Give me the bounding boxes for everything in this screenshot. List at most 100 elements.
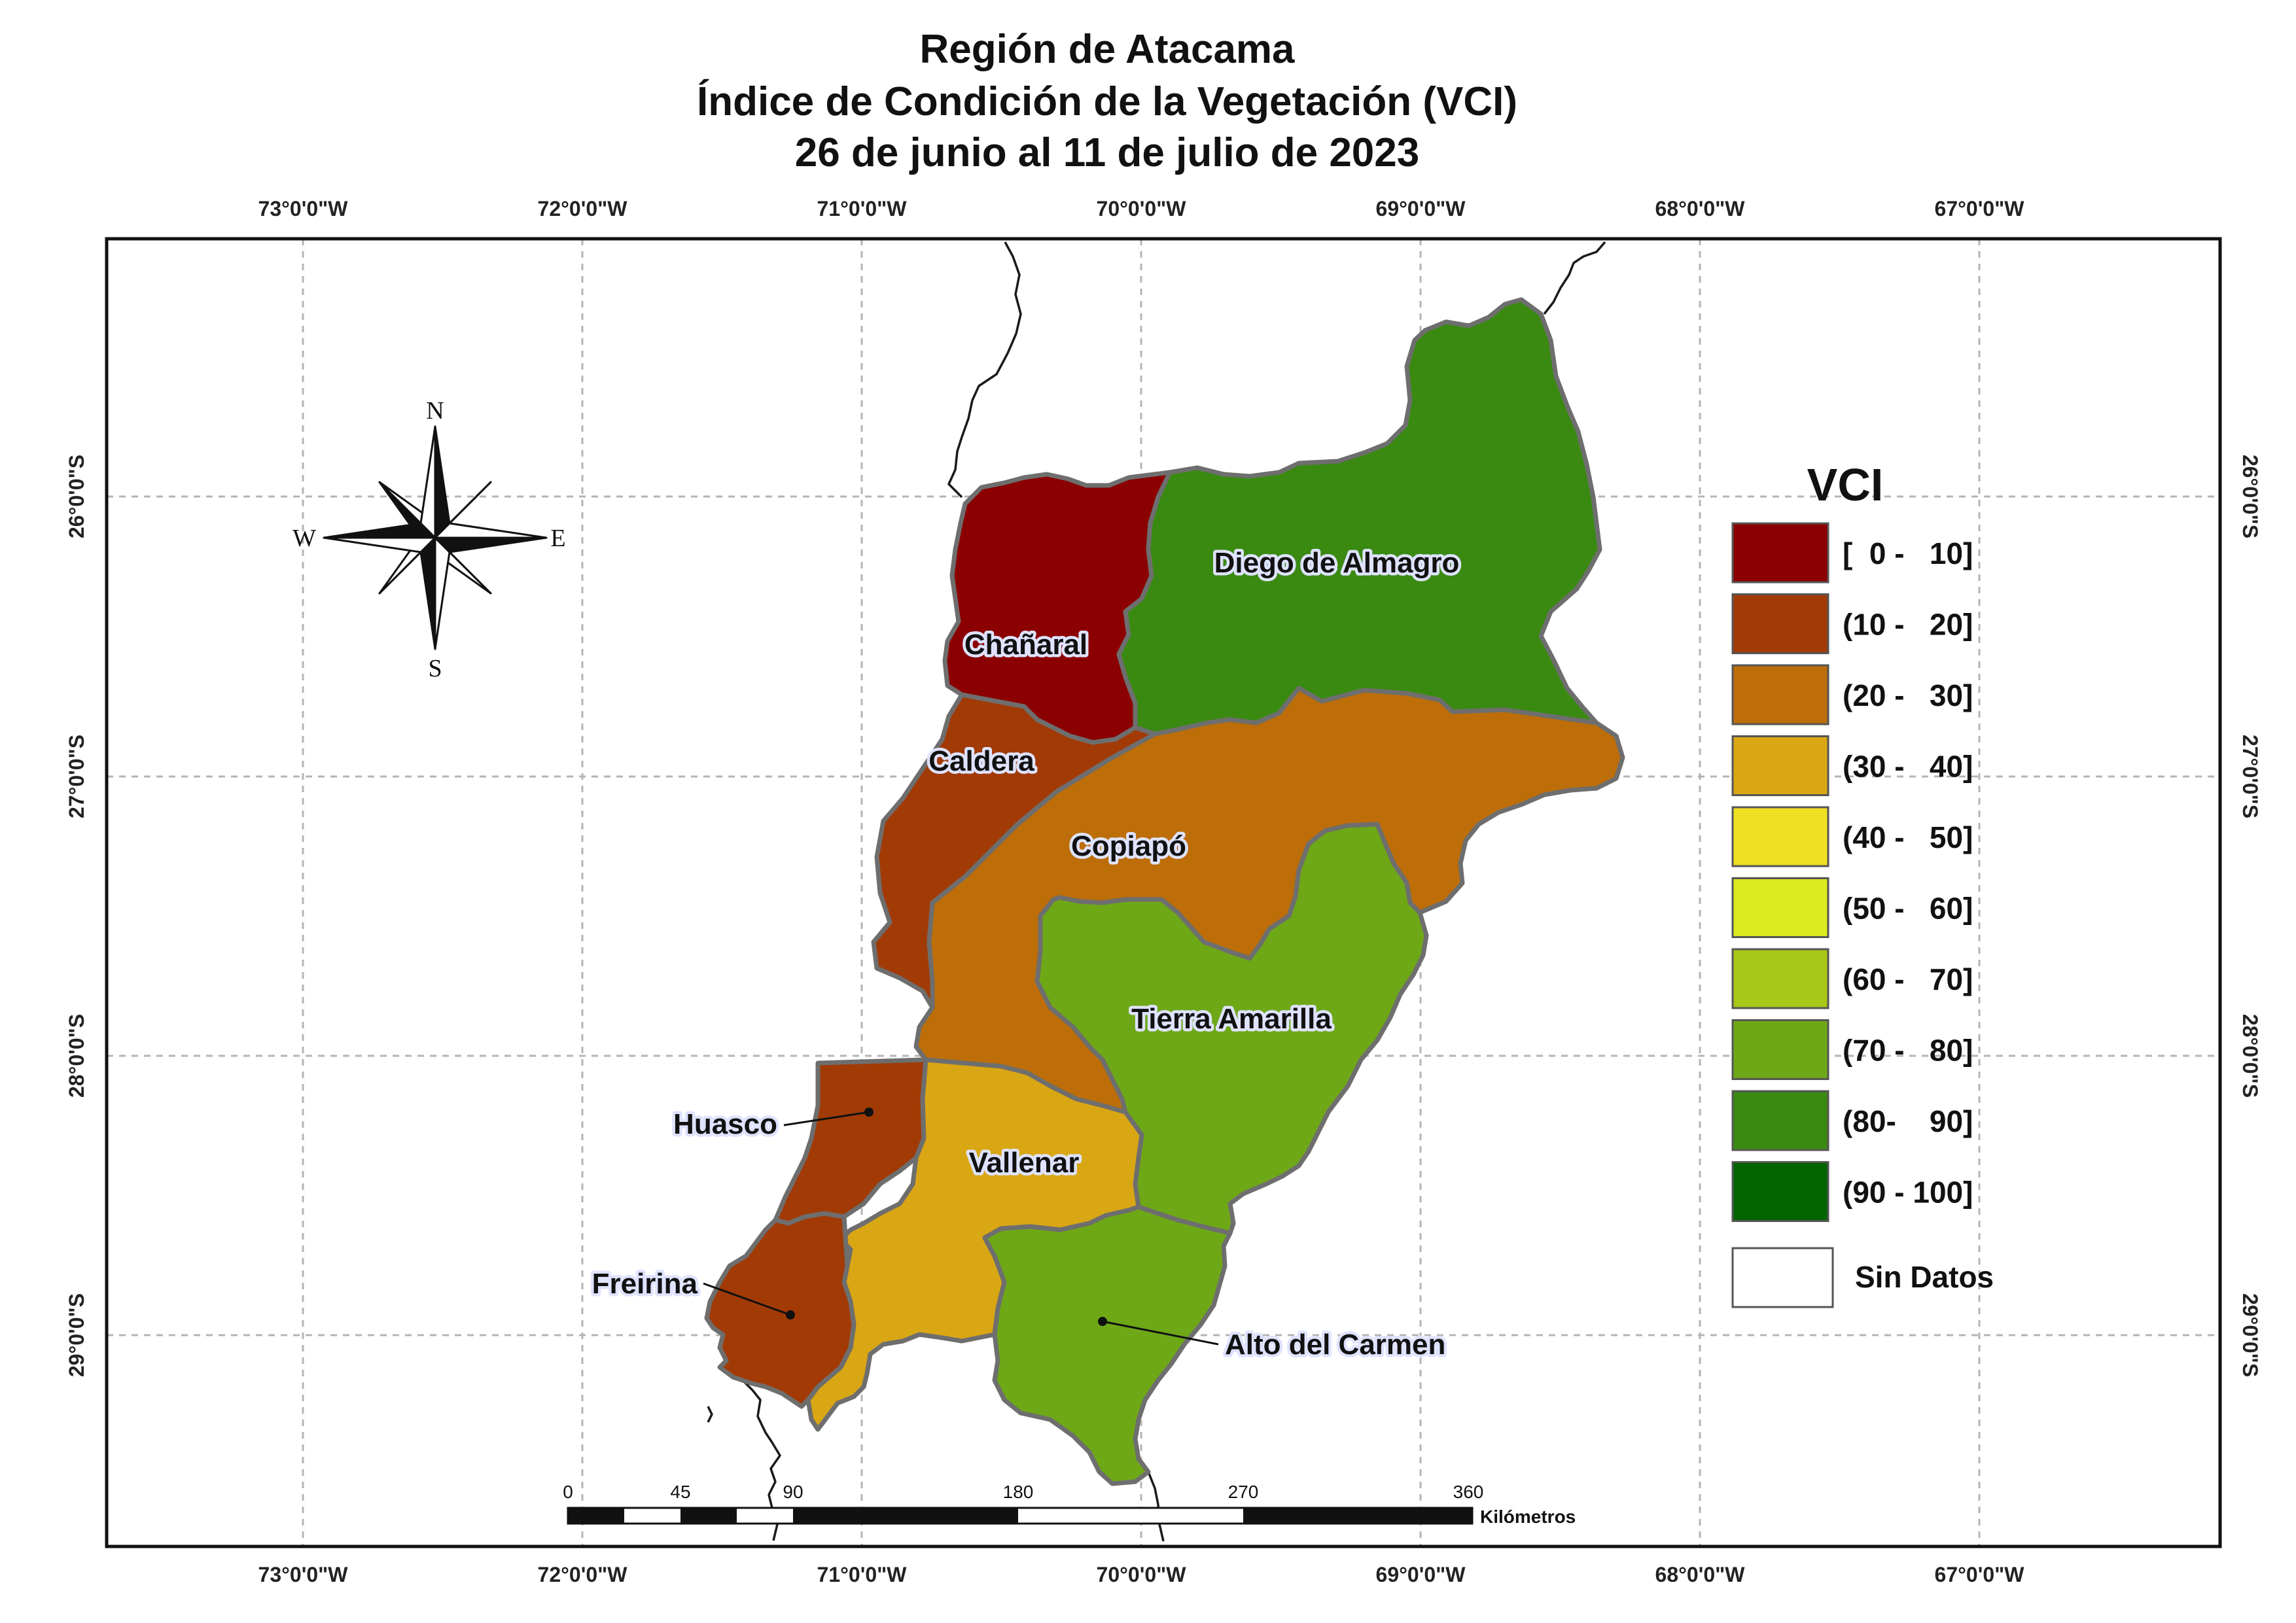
scale-tick-45: 45 [670, 1482, 690, 1502]
legend-label: (50 - 60] [1843, 892, 1973, 926]
legend-swatch [1731, 1090, 1829, 1151]
commune-alto-del-carmen[interactable] [982, 1204, 1233, 1486]
scale-tick-180: 180 [1003, 1482, 1034, 1502]
legend-label: (10 - 20] [1843, 608, 1973, 642]
lat-label-right-26s: 26°0'0"S [2238, 455, 2262, 538]
scale-bar-segment-1 [568, 1508, 624, 1524]
lon-label-top-68w: 68°0'0"W [1655, 197, 1746, 220]
title-line-2: Índice de Condición de la Vegetación (VC… [697, 79, 1517, 124]
scale-unit-label: Kilómetros [1480, 1507, 1576, 1527]
legend-label: (30 - 40] [1843, 750, 1973, 784]
label-diego-de-almagro: Diego de Almagro [1214, 547, 1460, 579]
context-boundaries [707, 241, 1606, 1542]
lon-label-bottom-68w: 68°0'0"W [1655, 1563, 1746, 1586]
legend-label: (40 - 50] [1843, 820, 1973, 854]
latitude-labels-left: 26°0'0"S 27°0'0"S 28°0'0"S 29°0'0"S [65, 455, 88, 1377]
lat-label-right-28s: 28°0'0"S [2238, 1014, 2262, 1098]
compass-label-south: S [428, 655, 442, 682]
leader-line-alto-del-carmen [1102, 1320, 1219, 1346]
lon-label-bottom-69w: 69°0'0"W [1376, 1563, 1466, 1586]
label-alto-del-carmen: Alto del Carmen [1225, 1329, 1445, 1361]
lon-label-bottom-71w: 71°0'0"W [817, 1563, 908, 1586]
legend-swatch [1731, 1161, 1829, 1222]
label-copiapo: Copiapó [1071, 830, 1186, 862]
legend-swatch [1731, 948, 1829, 1009]
lat-label-right-29s: 29°0'0"S [2238, 1293, 2262, 1377]
legend-label: (60 - 70] [1843, 962, 1973, 996]
title-line-1: Región de Atacama [919, 27, 1295, 72]
scale-bar-segment-5 [793, 1508, 1018, 1524]
legend-label: (90 - 100] [1843, 1176, 1973, 1210]
scale-tick-90: 90 [783, 1482, 803, 1502]
label-tierra-amarilla: Tierra Amarilla [1131, 1003, 1332, 1035]
legend-title: VCI [1807, 459, 1884, 510]
lon-label-top-71w: 71°0'0"W [817, 197, 908, 220]
map-frame [105, 237, 2222, 1548]
coastline-islet [707, 1406, 713, 1423]
communes [704, 297, 1625, 1486]
leader-line-huasco [783, 1111, 870, 1126]
legend-swatch [1731, 593, 1829, 654]
lat-label-right-27s: 27°0'0"S [2238, 735, 2262, 818]
legend-swatch [1731, 1019, 1829, 1080]
commune-diego-de-almagro[interactable] [1116, 297, 1602, 737]
point-freirina [786, 1310, 795, 1319]
legend-swatch [1731, 735, 1829, 796]
longitude-labels-top: 73°0'0"W 72°0'0"W 71°0'0"W 70°0'0"W 69°0… [258, 197, 2025, 220]
scale-bar: 0 45 90 180 270 360 Kilómetros [563, 1482, 1576, 1527]
compass-label-east: E [550, 525, 565, 552]
legend-label: (80- 90] [1843, 1104, 1973, 1138]
legend-swatch [1731, 806, 1829, 867]
legend-label-no-data: Sin Datos [1855, 1260, 1994, 1294]
lat-label-left-26s: 26°0'0"S [65, 455, 88, 538]
lon-label-top-67w: 67°0'0"W [1935, 197, 2025, 220]
lon-label-top-72w: 72°0'0"W [538, 197, 628, 220]
legend-label: (70 - 80] [1843, 1034, 1973, 1068]
commune-freirina[interactable] [704, 1211, 857, 1409]
label-freirina: Freirina [592, 1268, 698, 1300]
lat-label-left-28s: 28°0'0"S [65, 1014, 88, 1098]
scale-tick-0: 0 [563, 1482, 573, 1502]
border-line-north-west [947, 241, 1022, 498]
label-huasco: Huasco [673, 1108, 777, 1140]
commune-labels: Chañaral Diego de Almagro Caldera Copiap… [589, 544, 1462, 1364]
lon-label-top-70w: 70°0'0"W [1097, 197, 1187, 220]
legend-swatch [1731, 664, 1829, 725]
title-line-3: 26 de junio al 11 de julio de 2023 [795, 130, 1420, 175]
compass-main-points [323, 425, 548, 650]
lon-label-bottom-70w: 70°0'0"W [1097, 1563, 1187, 1586]
legend-swatch-no-data [1731, 1247, 1834, 1308]
label-caldera: Caldera [928, 745, 1034, 777]
compass-label-west: W [292, 525, 316, 552]
scale-bar-segment-7 [1243, 1508, 1472, 1524]
latitude-labels-right: 26°0'0"S 27°0'0"S 28°0'0"S 29°0'0"S [2238, 455, 2262, 1377]
longitude-labels-bottom: 73°0'0"W 72°0'0"W 71°0'0"W 70°0'0"W 69°0… [258, 1563, 2025, 1586]
leader-line-freirina [703, 1282, 791, 1316]
scale-tick-270: 270 [1228, 1482, 1259, 1502]
legend-label: (20 - 30] [1843, 678, 1973, 712]
legend-label: [ 0 - 10] [1843, 536, 1973, 570]
scale-tick-360: 360 [1453, 1482, 1484, 1502]
lat-label-left-29s: 29°0'0"S [65, 1293, 88, 1377]
label-vallenar: Vallenar [969, 1147, 1080, 1179]
point-huasco [864, 1108, 874, 1117]
lon-label-top-69w: 69°0'0"W [1376, 197, 1466, 220]
lat-label-left-27s: 27°0'0"S [65, 735, 88, 818]
compass-label-north: N [426, 397, 444, 425]
scale-bar-segment-3 [680, 1508, 737, 1524]
border-line-south [1147, 1471, 1165, 1542]
coastline-south [725, 1359, 781, 1541]
point-alto-del-carmen [1098, 1317, 1107, 1326]
legend-swatch [1731, 522, 1829, 584]
lon-label-top-73w: 73°0'0"W [258, 197, 349, 220]
legend-items: [ 0 - 10] (10 - 20] (20 - 30] (30 - 40] (40 … [1731, 522, 1973, 1222]
lon-label-bottom-67w: 67°0'0"W [1935, 1563, 2025, 1586]
legend-swatch [1731, 877, 1829, 938]
border-line-north-east [1543, 241, 1606, 315]
lon-label-bottom-72w: 72°0'0"W [538, 1563, 628, 1586]
map-title: Región de Atacama Índice de Condición de… [697, 27, 1517, 175]
compass-rose: N S E W [292, 397, 566, 682]
label-chanaral: Chañaral [964, 629, 1087, 661]
lon-label-bottom-73w: 73°0'0"W [258, 1563, 349, 1586]
